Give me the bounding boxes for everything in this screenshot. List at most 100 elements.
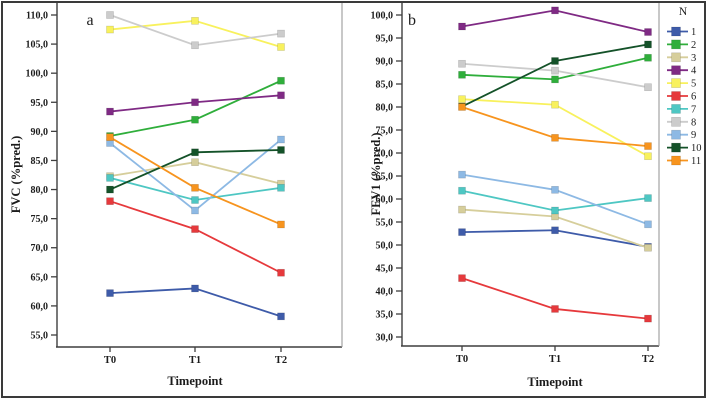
series-marker xyxy=(106,25,114,34)
legend-label: 4 xyxy=(691,66,697,77)
legend-marker xyxy=(671,91,681,101)
legend-label: 11 xyxy=(691,156,701,167)
y-tick-label: 75,0 xyxy=(376,126,394,137)
series-4 xyxy=(458,6,652,36)
y-tick-label: 40,0 xyxy=(376,287,394,298)
plot-frame xyxy=(56,1,343,348)
legend-label: 8 xyxy=(691,117,696,128)
y-tick-label: 80,0 xyxy=(376,103,394,114)
series-marker xyxy=(277,312,285,321)
series-marker xyxy=(106,133,114,141)
legend-label: 7 xyxy=(691,104,696,115)
series-marker xyxy=(191,196,199,204)
series-marker xyxy=(644,142,652,150)
legend-item: 4 xyxy=(667,65,697,77)
series-8 xyxy=(106,11,285,50)
legend-item: 11 xyxy=(667,155,701,167)
panel-b-chart: 30,0 35,0 40,0 45,0 50,0 55,0 60,0 65,0 70,0 75,0… xyxy=(369,1,702,389)
y-tick-label: 50,0 xyxy=(376,241,394,252)
x-tick-label: T2 xyxy=(642,354,654,365)
series-marker xyxy=(551,75,559,84)
legend-marker xyxy=(671,26,681,37)
y-tick-label: 55,0 xyxy=(376,218,394,229)
x-axis: T0 T1 T2 xyxy=(104,347,287,366)
series-marker xyxy=(191,98,199,107)
series-marker xyxy=(191,148,199,157)
series-1 xyxy=(106,284,285,321)
series-marker xyxy=(277,91,285,100)
legend: N1 2 3 4 5 67 8 9 10 11 xyxy=(667,6,702,167)
series-marker xyxy=(458,71,466,79)
series-marker xyxy=(191,17,199,25)
series-marker xyxy=(106,185,114,194)
series-marker xyxy=(458,59,466,68)
series-marker xyxy=(551,134,559,142)
y-tick-label: 70,0 xyxy=(376,149,394,160)
series-9 xyxy=(458,170,652,229)
y-tick-label: 60,0 xyxy=(376,195,394,206)
y-tick-label: 55,0 xyxy=(31,331,49,342)
series-marker xyxy=(458,186,466,195)
x-tick-label: T1 xyxy=(549,354,561,365)
series-3 xyxy=(106,158,285,188)
series-marker xyxy=(106,107,114,116)
y-tick-label: 100,0 xyxy=(26,69,49,80)
series-11 xyxy=(458,103,652,150)
legend-item: 2 xyxy=(667,39,696,51)
series-marker xyxy=(644,28,652,36)
series-marker xyxy=(191,184,199,192)
legend-marker xyxy=(671,155,681,166)
y-tick-label: 95,0 xyxy=(376,34,394,45)
y-tick-label: 90,0 xyxy=(31,127,49,138)
series-5 xyxy=(458,95,652,161)
legend-label: 1 xyxy=(691,27,696,38)
x-axis-title: Timepoint xyxy=(527,375,583,389)
series-marker xyxy=(644,152,652,161)
series-marker xyxy=(458,95,466,103)
series-marker xyxy=(191,225,199,233)
y-axis-title: FEV1 (%pred.) xyxy=(369,132,383,215)
y-tick-label: 45,0 xyxy=(376,264,394,275)
series-marker xyxy=(277,184,285,192)
x-tick-label: T0 xyxy=(104,355,116,366)
series-marker xyxy=(458,22,466,31)
series-marker xyxy=(551,57,559,65)
series-marker xyxy=(551,6,559,15)
series-7 xyxy=(458,186,652,215)
series-marker xyxy=(551,186,559,194)
x-tick-label: T1 xyxy=(189,355,201,366)
y-axis: 30,0 35,0 40,0 45,0 50,0 55,0 60,0 65,0 70,0 75,0… xyxy=(371,11,402,344)
panel-letter: a xyxy=(86,12,93,29)
series-marker xyxy=(277,268,285,277)
series-marker xyxy=(277,220,285,229)
series-marker xyxy=(191,41,199,50)
series-marker xyxy=(191,284,199,293)
y-tick-label: 65,0 xyxy=(376,172,394,183)
legend-title: N xyxy=(679,6,688,18)
legend-label: 10 xyxy=(691,143,702,154)
legend-marker xyxy=(671,142,681,153)
legend-marker xyxy=(671,39,681,50)
legend-item: 1 xyxy=(667,26,696,38)
series-11 xyxy=(106,133,285,229)
legend-item: 5 xyxy=(667,78,696,90)
series-9 xyxy=(106,135,285,215)
series-marker xyxy=(106,197,114,205)
legend-marker xyxy=(671,117,681,127)
series-marker xyxy=(644,194,652,202)
legend-label: 9 xyxy=(691,130,696,141)
legend-label: 5 xyxy=(691,79,696,90)
y-axis: 55,0 60,0 65,0 70,0 75,0 80,0 85,0 90,0 95,0 100,… xyxy=(26,11,57,342)
y-tick-label: 70,0 xyxy=(31,243,49,254)
legend-item: 6 xyxy=(667,91,696,103)
series-7 xyxy=(106,174,285,204)
series-6 xyxy=(458,274,652,323)
series-marker xyxy=(277,29,285,38)
series-marker xyxy=(277,135,285,144)
legend-item: 9 xyxy=(667,129,696,141)
series-marker xyxy=(191,206,199,215)
series-marker xyxy=(644,243,652,252)
legend-label: 6 xyxy=(691,92,696,103)
series-marker xyxy=(458,103,466,111)
series-marker xyxy=(277,43,285,51)
